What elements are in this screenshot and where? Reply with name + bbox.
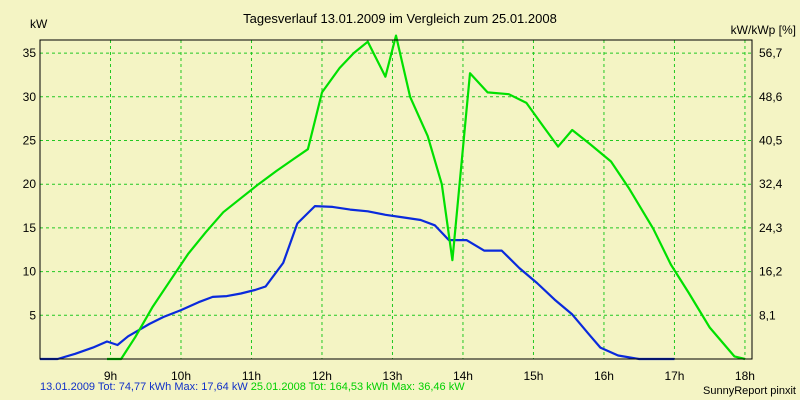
y-tick-label: 10 xyxy=(23,265,37,279)
y2-tick-label: 8,1 xyxy=(759,308,776,322)
y2-tick-label: 40,5 xyxy=(759,134,783,148)
legend-blue-series: 13.01.2009 Tot: 74,77 kWh Max: 17,64 kW xyxy=(40,381,248,393)
chart-title: Tagesverlauf 13.01.2009 im Vergleich zum… xyxy=(243,11,557,26)
x-tick-label: 15h xyxy=(523,369,543,383)
y-tick-label: 5 xyxy=(29,308,36,322)
y2-tick-label: 56,7 xyxy=(759,46,783,60)
series-line xyxy=(107,34,746,361)
y2-tick-label: 32,4 xyxy=(759,177,783,191)
x-tick-label: 14h xyxy=(453,369,473,383)
plot-area xyxy=(40,40,752,359)
y2-tick-label: 24,3 xyxy=(759,221,783,235)
x-tick-label: 12h xyxy=(312,369,332,383)
y-tick-label: 35 xyxy=(23,46,37,60)
y-tick-label: 25 xyxy=(23,134,37,148)
x-tick-label: 10h xyxy=(171,369,191,383)
plot-frame xyxy=(39,39,753,360)
y2-tick-label: 16,2 xyxy=(759,265,783,279)
y-tick-label: 15 xyxy=(23,221,37,235)
legend: 13.01.2009 Tot: 74,77 kWh Max: 17,64 kW … xyxy=(40,381,465,393)
y2-tick-label: 48,6 xyxy=(759,90,783,104)
x-tick-label: 13h xyxy=(382,369,402,383)
credit-text: SunnyReport pinxit xyxy=(703,385,796,397)
series-line xyxy=(40,205,675,361)
legend-green-series: 25.01.2008 Tot: 164,53 kWh Max: 36,46 kW xyxy=(250,381,465,393)
x-tick-label: 18h xyxy=(735,369,755,383)
x-tick-label: 11h xyxy=(242,369,261,383)
x-tick-label: 16h xyxy=(594,369,614,383)
x-tick-label: 9h xyxy=(104,369,117,383)
y-axis-label: kW xyxy=(30,17,48,31)
y-tick-label: 30 xyxy=(23,90,37,104)
y2-axis-label: kW/kWp [%] xyxy=(731,23,796,37)
x-tick-label: 17h xyxy=(664,369,684,383)
y-tick-label: 20 xyxy=(23,177,37,191)
